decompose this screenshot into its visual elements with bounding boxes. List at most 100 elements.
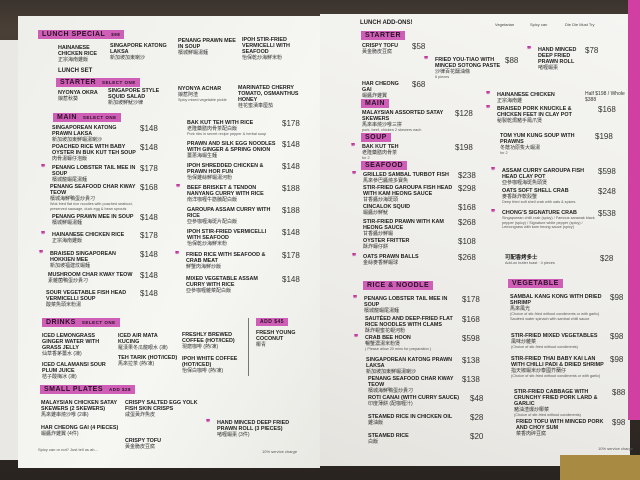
item-name: 可配香烤多士 (505, 255, 538, 261)
menu-item: Steamed Rice 白飯 $20 (368, 432, 483, 445)
menu-item: Singapore Style Squid Salad 新加坡鮮魷沙律 (108, 88, 174, 106)
vegetable-header: Vegetable (508, 279, 563, 288)
item-name: Har Cheong Gai (4 pieces) (41, 425, 119, 431)
menu-item: Stir-fried Thai Baby Kai Lan with Chilli… (511, 355, 623, 379)
item-note: Add-on butter toast · 4 pieces (505, 261, 555, 265)
menu-item: Mushroom Char Kway Teow 素雜菌鴨蛋炒貴刁 $148 (48, 271, 158, 284)
item-zh: 怡保白咖啡 (熱/凍) (182, 368, 224, 374)
rice-noodle-header: Rice & Noodle (363, 281, 434, 290)
menu-item: Fresh Young Coconut 椰青 (256, 330, 311, 348)
section-subtitle: $98 (111, 32, 121, 37)
menu-item: Marinated Cherry Tomato, Osmanthus Honey… (238, 85, 310, 109)
item-name: Fried You-Tiao with Minced Sotong Paste (435, 56, 501, 69)
item-name: Grilled Sambal Turbot Fish (363, 171, 449, 178)
item-name: Stir-fried Garoupa Fish Head with Kam He… (363, 185, 453, 198)
right-menu-page (320, 14, 630, 466)
item-note: (Choice of stir-fried without condiments… (510, 312, 600, 321)
must-try-icon: ❞ (486, 104, 491, 113)
menu-item: Penang Lobster Tail Mee in Soup 檳城龍蝦尾湯麵 $1… (353, 295, 480, 315)
item-price: $48 (470, 394, 484, 403)
item-name: Nyonya Achar (178, 86, 222, 92)
item-price: $538 (598, 209, 616, 218)
main-header: Main Select One (53, 113, 121, 122)
item-name: Garoupa Assam Curry with Rice (187, 207, 271, 219)
item-name: Braised Singaporean Hokkien Mee (50, 251, 116, 263)
item-zh: 亞參咖喱雜菜配白飯 (186, 288, 232, 294)
item-price: $148 (140, 143, 158, 152)
item-price: $20 (470, 432, 484, 441)
item-zh: 新加坡加東喇沙 (110, 55, 146, 61)
must-try-icon: ❞ (491, 208, 496, 217)
item-name: Ipoh Stir-fried Vermicelli with Seafood (187, 229, 267, 241)
menu-item: Chong's Signature Crab Singaporean chilli… (491, 209, 616, 230)
section-subtitle: Add $28 (109, 387, 132, 392)
menu-item: Oyster Fritter 酥炸蠔仔餅 $108 (363, 237, 476, 250)
item-zh: 鮮蟹肉海鮮炒飯 (186, 264, 222, 270)
menu-item: Stir-fried Mixed Vegetables 風味炒雜菜 (Choice … (511, 332, 623, 350)
item-note: Wok fried flat rice noodles with poached… (50, 202, 133, 211)
item-name: Chong's Signature Crab (502, 210, 577, 216)
item-zh: 新加坡福建炆蝦麵 (50, 263, 91, 269)
item-zh: 老隆藥膳肉骨茶 (362, 149, 398, 156)
item-price: $148 (282, 162, 300, 171)
item-zh: 黃金脆皮豆腐 (362, 49, 393, 55)
item-zh: 蝦醬炒鮮魷 (363, 210, 389, 216)
item-zh: 仙草香茅薑水 (凍) (42, 351, 82, 357)
seafood-header: Seafood (361, 160, 408, 170)
item-name: Bak Kut Teh (362, 143, 399, 150)
item-zh: 麥香酥炸軟殼蟹 (502, 194, 538, 200)
menu-item: Braised Singaporean Hokkien Mee 新加坡福建炆蝦麵 $… (39, 250, 158, 270)
drinks-header: Drinks Select One (42, 318, 120, 327)
section-title: Lunch Special (42, 31, 106, 38)
section-title: Seafood (365, 161, 404, 169)
item-name: Ipoh Stir-fried Vermicelli with Seafood (242, 37, 290, 55)
item-name: Hainanese Chicken Rice (58, 45, 97, 57)
item-zh: 南洋咖喱牛筋腩配白飯 (187, 197, 238, 203)
menu-item: Iced Air Mata Kucing 羅漢果冬瓜龍眼水 (凍) (118, 333, 178, 351)
item-price: $178 (140, 231, 158, 240)
item-zh: 薑蔥海蝦生麵 (187, 153, 218, 159)
must-try-icon: ❞ (206, 417, 211, 427)
menu-item: Ipoh Stir-fried Vermicelli with Seafood 怡… (187, 228, 300, 247)
soup-header: Soup (361, 133, 391, 143)
item-name: Tom Yum Kung Soup with Prawns (500, 133, 575, 145)
menu-item: Sautéed and Deep-fried Flat Rice Noodles… (365, 315, 480, 334)
item-zh: 怡保乾炒海鮮米粉 (187, 241, 228, 247)
menu-item: Ipoh White Coffee (Hot/Iced) 怡保白咖啡 (熱/凍) (182, 356, 244, 374)
menu-item: Bak Kut Teh 老隆藥膳肉骨茶 for 2 $198 ❞ (351, 142, 473, 161)
menu-item: Hainanese Chicken Rice 正宗海南雞飯 $178 ❞ (41, 231, 158, 245)
item-note: (Choice of stir-fried without condiments… (511, 374, 601, 378)
menu-item: Braised Pork Knuckle & Chicken Feet in C… (486, 105, 616, 125)
item-zh: 沙律百花釀油條 (435, 68, 471, 75)
item-name: Penang Lobster Tail Mee in Soup (52, 165, 136, 177)
section-title: Rice & Noodle (367, 282, 430, 289)
item-zh: 怡保乾炒海鮮米粉 (242, 55, 283, 61)
section-title: Soup (365, 134, 387, 142)
item-note: Spicy mixed vegetable pickle (178, 98, 227, 102)
section-title: Main (365, 100, 385, 108)
menu-item: Iced Lemongrass Ginger Water with Grass … (42, 333, 114, 357)
table-edge (560, 455, 640, 480)
item-name: Stir-fried Thai Baby Kai Lan with Chilli… (511, 356, 604, 368)
item-zh: 怡保雞絲鮮蝦湯河粉 (187, 175, 233, 181)
item-price: $88 (505, 55, 519, 65)
item-name: Ipoh White Coffee (Hot/Iced) (182, 356, 238, 368)
must-try-icon: ❞ (424, 54, 429, 64)
item-zh: 甘香醬炒鮮蝦 (363, 231, 394, 237)
menu-item: Stir-fried Prawn with Kam Heong Sauce 甘香醬… (363, 218, 476, 237)
section-title: Vegetable (512, 280, 559, 287)
menu-item: Roti Canai (with curry sauce) 印度薄餅 (配咖喱汁)… (368, 394, 483, 407)
item-name: Stir-fried Mixed Vegetables (511, 333, 598, 339)
section-subtitle: Select One (82, 115, 117, 120)
item-zh: 檳城龍蝦尾湯麵 (364, 308, 400, 314)
menu-item: Fried Tofu with Minced Pork and Choy Sum… (516, 418, 625, 437)
item-name: Nyonya Okra (58, 90, 98, 96)
item-price: $178 (140, 164, 158, 173)
footer-note: Spicy can or not? Just tell us ah... (38, 447, 98, 452)
item-zh: 現磨咖啡 (熱/凍) (182, 344, 219, 350)
item-name: Assam Curry Garoupa Fish Head Clay Pot (502, 168, 585, 180)
item-note: pork, beef, chicken 2 skewers each (362, 127, 422, 132)
section-title: Starter (365, 32, 402, 39)
item-name: Teh Tarik (Hot/Iced) (118, 355, 178, 361)
item-zh: 啫喱蝦棗 (3件) (217, 431, 250, 438)
